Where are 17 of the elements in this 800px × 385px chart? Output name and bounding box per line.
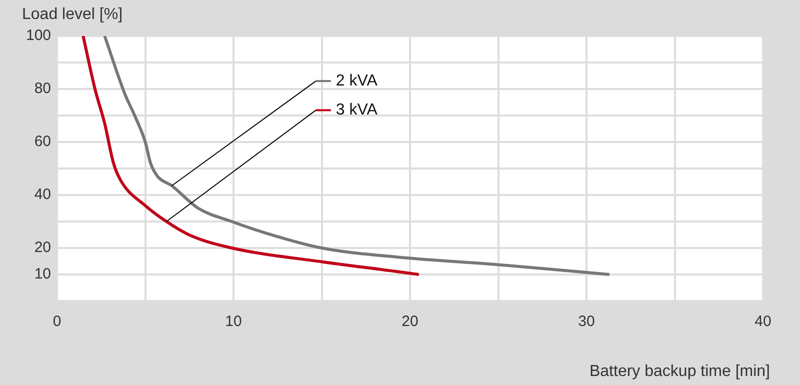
y-tick-label: 10 bbox=[34, 266, 52, 283]
y-tick-label: 20 bbox=[34, 239, 52, 256]
y-tick-label: 100 bbox=[26, 27, 52, 44]
line-series bbox=[103, 36, 611, 276]
legend-label: 3 kVA bbox=[336, 102, 378, 119]
y-tick-label: 40 bbox=[34, 186, 52, 204]
line-series bbox=[82, 36, 420, 276]
x-tick-label: 40 bbox=[754, 313, 772, 330]
x-axis-title: Battery backup time [min] bbox=[589, 363, 770, 381]
x-tick-label: 30 bbox=[578, 313, 595, 330]
y-tick-label: 60 bbox=[34, 133, 52, 150]
legend-label: 2 kVA bbox=[336, 72, 378, 90]
y-axis-title: Load level [%] bbox=[22, 6, 123, 24]
x-tick-label: 20 bbox=[402, 313, 418, 330]
x-tick-label: 0 bbox=[52, 313, 62, 330]
x-tick-label: 10 bbox=[225, 313, 242, 330]
y-tick-label: 80 bbox=[34, 80, 52, 98]
